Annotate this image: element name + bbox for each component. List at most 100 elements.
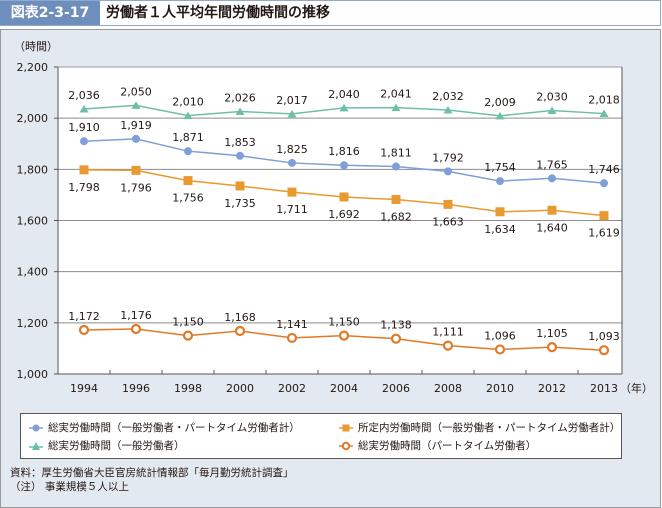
- data-point: [80, 137, 88, 146]
- data-point: [287, 187, 297, 197]
- data-label: 1,172: [68, 310, 100, 323]
- data-label: 1,746: [588, 163, 620, 176]
- data-point: [288, 158, 296, 167]
- data-label: 1,663: [432, 215, 464, 228]
- data-label: 1,093: [588, 330, 620, 343]
- data-label: 1,096: [484, 329, 516, 342]
- data-point: [547, 205, 557, 215]
- data-label: 2,026: [224, 92, 256, 105]
- data-label: 1,853: [224, 136, 256, 149]
- data-point: [390, 333, 402, 344]
- data-point: [391, 103, 401, 112]
- data-label: 1,811: [380, 147, 412, 160]
- data-label: 2,032: [432, 90, 464, 103]
- data-point: [392, 162, 400, 171]
- data-point: [183, 176, 193, 186]
- data-label: 1,825: [276, 143, 308, 156]
- y-tick-label: 1,800: [17, 163, 49, 176]
- x-tick-label: 2004: [330, 382, 358, 395]
- data-point: [340, 161, 348, 170]
- data-point: [78, 324, 90, 336]
- x-tick-label: 1998: [174, 382, 202, 395]
- data-label: 1,871: [172, 131, 204, 144]
- data-point: [236, 151, 244, 160]
- data-point: [443, 199, 453, 209]
- data-point: [600, 179, 608, 188]
- x-tick-label: 2000: [226, 382, 254, 395]
- data-point: [184, 147, 192, 156]
- data-label: 2,050: [120, 85, 152, 98]
- data-point: [182, 330, 194, 341]
- data-point: [391, 195, 401, 205]
- data-label: 1,692: [328, 208, 360, 221]
- data-point: [183, 111, 193, 120]
- data-label: 2,041: [380, 88, 412, 101]
- data-point: [130, 323, 142, 335]
- data-label: 1,141: [276, 318, 308, 331]
- data-label: 2,040: [328, 88, 360, 101]
- y-tick-label: 1,000: [17, 368, 49, 381]
- data-point: [548, 174, 556, 183]
- x-tick-label: 1994: [70, 382, 98, 395]
- data-point: [443, 105, 453, 114]
- data-label: 1,816: [328, 145, 360, 158]
- data-label: 1,792: [432, 151, 464, 164]
- data-point: [234, 325, 246, 337]
- figure-title: 労働者１人平均年間労働時間の推移: [106, 5, 330, 21]
- data-label: 2,030: [536, 90, 568, 103]
- y-tick-label: 1,200: [17, 317, 49, 330]
- data-label: 1,754: [484, 161, 516, 174]
- x-tick-label: 2002: [278, 382, 306, 395]
- data-label: 2,018: [588, 94, 620, 107]
- data-label: 1,168: [224, 311, 256, 324]
- x-tick-label: 2012: [538, 382, 566, 395]
- y-tick-label: 1,600: [17, 215, 49, 228]
- figure-header: 図表2-3-17 労働者１人平均年間労働時間の推移: [0, 0, 661, 26]
- data-label: 1,634: [484, 223, 516, 236]
- y-ticks: 1,000 1,200 1,400 1,600 1,800 2,000 2,200: [17, 61, 58, 381]
- data-point: [496, 177, 504, 186]
- data-point: [339, 103, 349, 112]
- circle-filled-icon: [29, 424, 43, 431]
- data-label: 1,919: [120, 119, 152, 132]
- y-tick-label: 1,400: [17, 266, 49, 279]
- legend-label: 総実労働時間（一般労働者・パートタイム労働者計）: [48, 422, 300, 434]
- notes: 資料：厚生労働省大臣官房統計情報部「毎月勤労統計調査」 （注） 事業規模５人以上: [10, 466, 294, 494]
- data-label: 1,150: [328, 316, 360, 329]
- data-point: [599, 211, 609, 221]
- data-label: 1,910: [68, 121, 100, 134]
- data-point: [235, 107, 245, 116]
- data-point: [444, 167, 452, 176]
- data-label: 2,010: [172, 96, 204, 109]
- series-group: [78, 101, 610, 356]
- x-axis-unit: （年）: [620, 381, 653, 395]
- data-label: 1,619: [588, 227, 620, 240]
- legend-item-general: 総実労働時間（一般労働者）: [29, 438, 185, 453]
- data-point: [235, 181, 245, 191]
- data-point: [494, 344, 506, 355]
- data-point: [286, 332, 298, 344]
- legend-label: 所定内労働時間（一般労働者・パートタイム労働者計）: [358, 422, 621, 434]
- data-point: [132, 134, 140, 143]
- figure-label: 図表2-3-17: [0, 1, 100, 25]
- data-point: [495, 111, 505, 120]
- data-labels: 1,910 1,919 1,871 1,853 1,825 1,816 1,811 1,792…: [68, 85, 620, 343]
- x-tick-label: 2006: [382, 382, 410, 395]
- data-label: 1,711: [276, 203, 308, 216]
- data-label: 1,798: [68, 181, 100, 194]
- data-label: 1,765: [536, 158, 568, 171]
- legend-label: 総実労働時間（パートタイム労働者）: [358, 440, 537, 452]
- data-label: 1,796: [120, 181, 152, 194]
- legend-item-total-all: 総実労働時間（一般労働者・パートタイム労働者計）: [29, 420, 300, 435]
- data-label: 1,150: [172, 316, 204, 329]
- data-label: 2,036: [68, 89, 100, 102]
- x-tick-label: 2013: [590, 382, 618, 395]
- data-label: 1,735: [224, 197, 256, 210]
- y-axis-unit: （時間）: [14, 40, 58, 53]
- data-point: [599, 109, 609, 118]
- data-point: [79, 104, 89, 113]
- data-point: [547, 106, 557, 114]
- data-point: [79, 165, 89, 175]
- triangle-icon: [29, 441, 43, 450]
- data-point: [495, 207, 505, 217]
